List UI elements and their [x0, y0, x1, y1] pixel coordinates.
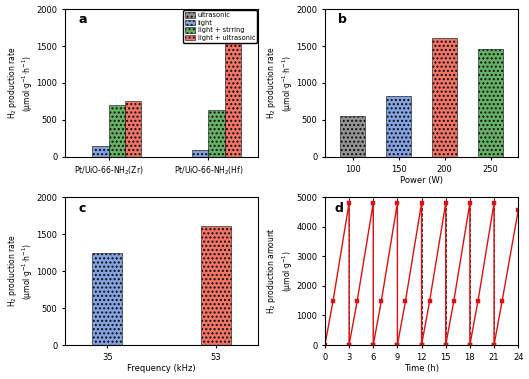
Bar	[478, 49, 504, 157]
Y-axis label: H$_2$ production rate
(μmol·g$^{-1}$·h$^{-1}$): H$_2$ production rate (μmol·g$^{-1}$·h$^…	[266, 47, 295, 119]
Bar	[108, 105, 125, 157]
X-axis label: Power (W): Power (W)	[400, 176, 443, 185]
Legend: ultrasonic, light, light + strring, light + ultrasonic: ultrasonic, light, light + strring, ligh…	[183, 10, 257, 43]
Text: b: b	[339, 14, 348, 27]
Bar	[192, 150, 208, 157]
Bar	[340, 116, 366, 157]
X-axis label: Frequency (kHz): Frequency (kHz)	[127, 365, 196, 373]
Bar	[92, 253, 122, 345]
Bar	[201, 226, 231, 345]
Text: d: d	[334, 202, 343, 215]
Bar	[125, 102, 141, 157]
Bar	[386, 96, 412, 157]
Bar	[432, 38, 458, 157]
X-axis label: Time (h): Time (h)	[404, 365, 439, 373]
Text: c: c	[79, 202, 86, 215]
Y-axis label: H$_2$ production rate
(μmol·g$^{-1}$·h$^{-1}$): H$_2$ production rate (μmol·g$^{-1}$·h$^…	[6, 47, 35, 119]
Bar	[93, 146, 108, 157]
Bar	[208, 110, 225, 157]
Text: a: a	[79, 14, 87, 27]
Y-axis label: H$_2$ production rate
(μmol·g$^{-1}$·h$^{-1}$): H$_2$ production rate (μmol·g$^{-1}$·h$^…	[6, 235, 35, 307]
Y-axis label: H$_2$ production amount
(μmol·g$^{-1}$): H$_2$ production amount (μmol·g$^{-1}$)	[265, 228, 295, 315]
Bar	[225, 39, 241, 157]
